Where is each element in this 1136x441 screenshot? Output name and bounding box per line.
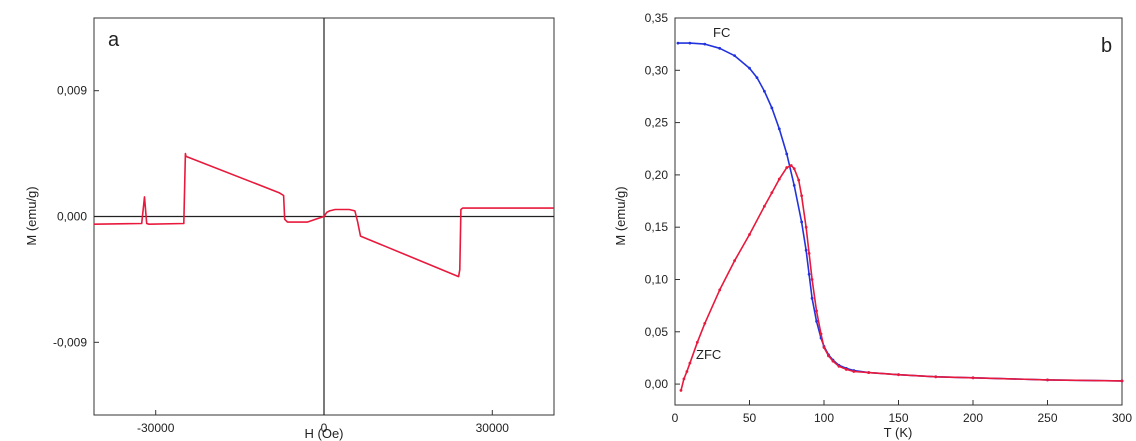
data-point	[800, 194, 804, 198]
data-point	[815, 319, 818, 323]
data-point	[852, 370, 856, 373]
data-point	[733, 259, 736, 263]
series-line-zfc	[680, 164, 1123, 391]
x-tick-label: 200	[963, 411, 983, 425]
data-point	[807, 272, 811, 276]
series-line-0	[93, 152, 554, 278]
data-point	[844, 368, 848, 371]
data-point	[755, 76, 759, 80]
panel-b-chart: 0 50 100 150 200 250 300 0,00 0,05 0,10 0,15 0,20 0,…	[613, 11, 1132, 440]
y-tick-label: 0,25	[645, 116, 669, 130]
data-point	[770, 191, 774, 195]
data-point	[789, 164, 793, 167]
y-tick-label: 0,000	[57, 210, 87, 224]
data-point	[695, 340, 699, 344]
data-point	[688, 361, 692, 365]
x-tick-label: 0	[672, 411, 679, 425]
panel-b-x-axis-title: T (K)	[884, 425, 913, 440]
data-point	[831, 359, 835, 363]
data-point	[679, 388, 683, 392]
y-tick-label: 0,30	[645, 63, 669, 77]
data-point	[703, 42, 707, 46]
data-point	[703, 322, 707, 325]
data-point	[682, 377, 686, 381]
x-tick-label: 50	[743, 411, 757, 425]
y-tick-label: 0,00	[645, 377, 669, 391]
data-point	[934, 375, 938, 379]
x-tick-label: -30000	[137, 421, 175, 435]
data-point	[688, 41, 692, 45]
data-point	[827, 354, 830, 358]
y-tick-label: 0,15	[645, 220, 669, 234]
panel-a-y-axis-title: M (emu/g)	[24, 186, 39, 245]
data-point	[770, 106, 774, 110]
data-point	[777, 177, 781, 181]
data-point	[785, 166, 789, 169]
data-point	[748, 66, 751, 70]
x-tick-label: 0	[321, 421, 328, 435]
data-point	[792, 183, 796, 187]
data-point	[763, 89, 766, 93]
zfc-series-label: ZFC	[696, 347, 721, 362]
y-tick-label: 0,10	[645, 272, 669, 286]
x-tick-label: 150	[888, 411, 908, 425]
series-line-fc	[678, 42, 1123, 382]
data-point	[763, 204, 766, 208]
data-point	[792, 167, 796, 171]
panel-a-label: a	[108, 29, 120, 51]
data-point	[1120, 379, 1124, 383]
data-point	[785, 152, 789, 156]
data-point	[676, 41, 680, 45]
data-point	[807, 251, 811, 255]
data-point	[777, 127, 781, 131]
panel-a-series	[93, 152, 554, 278]
data-point	[685, 370, 689, 373]
panel-a-ticks: -30000 0 30000 -0,009 0,000 0,009	[53, 84, 509, 435]
data-point	[819, 332, 823, 336]
fc-series-label: FC	[713, 25, 730, 40]
data-point	[1046, 378, 1049, 382]
panel-b-ticks: 0 50 100 150 200 250 300 0,00 0,05 0,10 0,15 0,20 0,…	[645, 11, 1133, 425]
panel-a-x-axis-title: H (Oe)	[305, 426, 344, 441]
x-tick-label: 250	[1037, 411, 1057, 425]
y-tick-label: 0,009	[57, 84, 87, 98]
y-tick-label: 0,05	[645, 325, 669, 339]
panel-a-chart: -30000 0 30000 -0,009 0,000 0,009 a H (Oe) M …	[24, 17, 555, 441]
data-point	[800, 220, 804, 224]
data-point	[797, 178, 801, 182]
data-point	[733, 54, 736, 58]
data-point	[810, 278, 814, 281]
data-point	[718, 288, 722, 292]
x-tick-label: 300	[1112, 411, 1132, 425]
panel-b-series	[676, 41, 1124, 392]
x-tick-label: 30000	[476, 421, 510, 435]
data-point	[804, 225, 808, 229]
data-point	[822, 346, 826, 349]
y-tick-label: -0,009	[53, 335, 87, 349]
x-tick-label: 100	[814, 411, 834, 425]
data-point	[867, 371, 871, 374]
panel-b-plot-frame	[674, 17, 1123, 406]
y-tick-label: 0,20	[645, 168, 669, 182]
data-point	[837, 364, 841, 368]
panel-b-y-axis-title: M (emu/g)	[613, 186, 628, 245]
panel-b-label: b	[1101, 35, 1112, 57]
data-point	[897, 373, 900, 377]
data-point	[718, 46, 722, 50]
data-point	[748, 233, 751, 236]
data-point	[971, 376, 975, 380]
data-point	[810, 296, 814, 300]
data-point	[815, 309, 818, 313]
data-point	[804, 248, 808, 252]
y-tick-label: 0,35	[645, 11, 669, 25]
